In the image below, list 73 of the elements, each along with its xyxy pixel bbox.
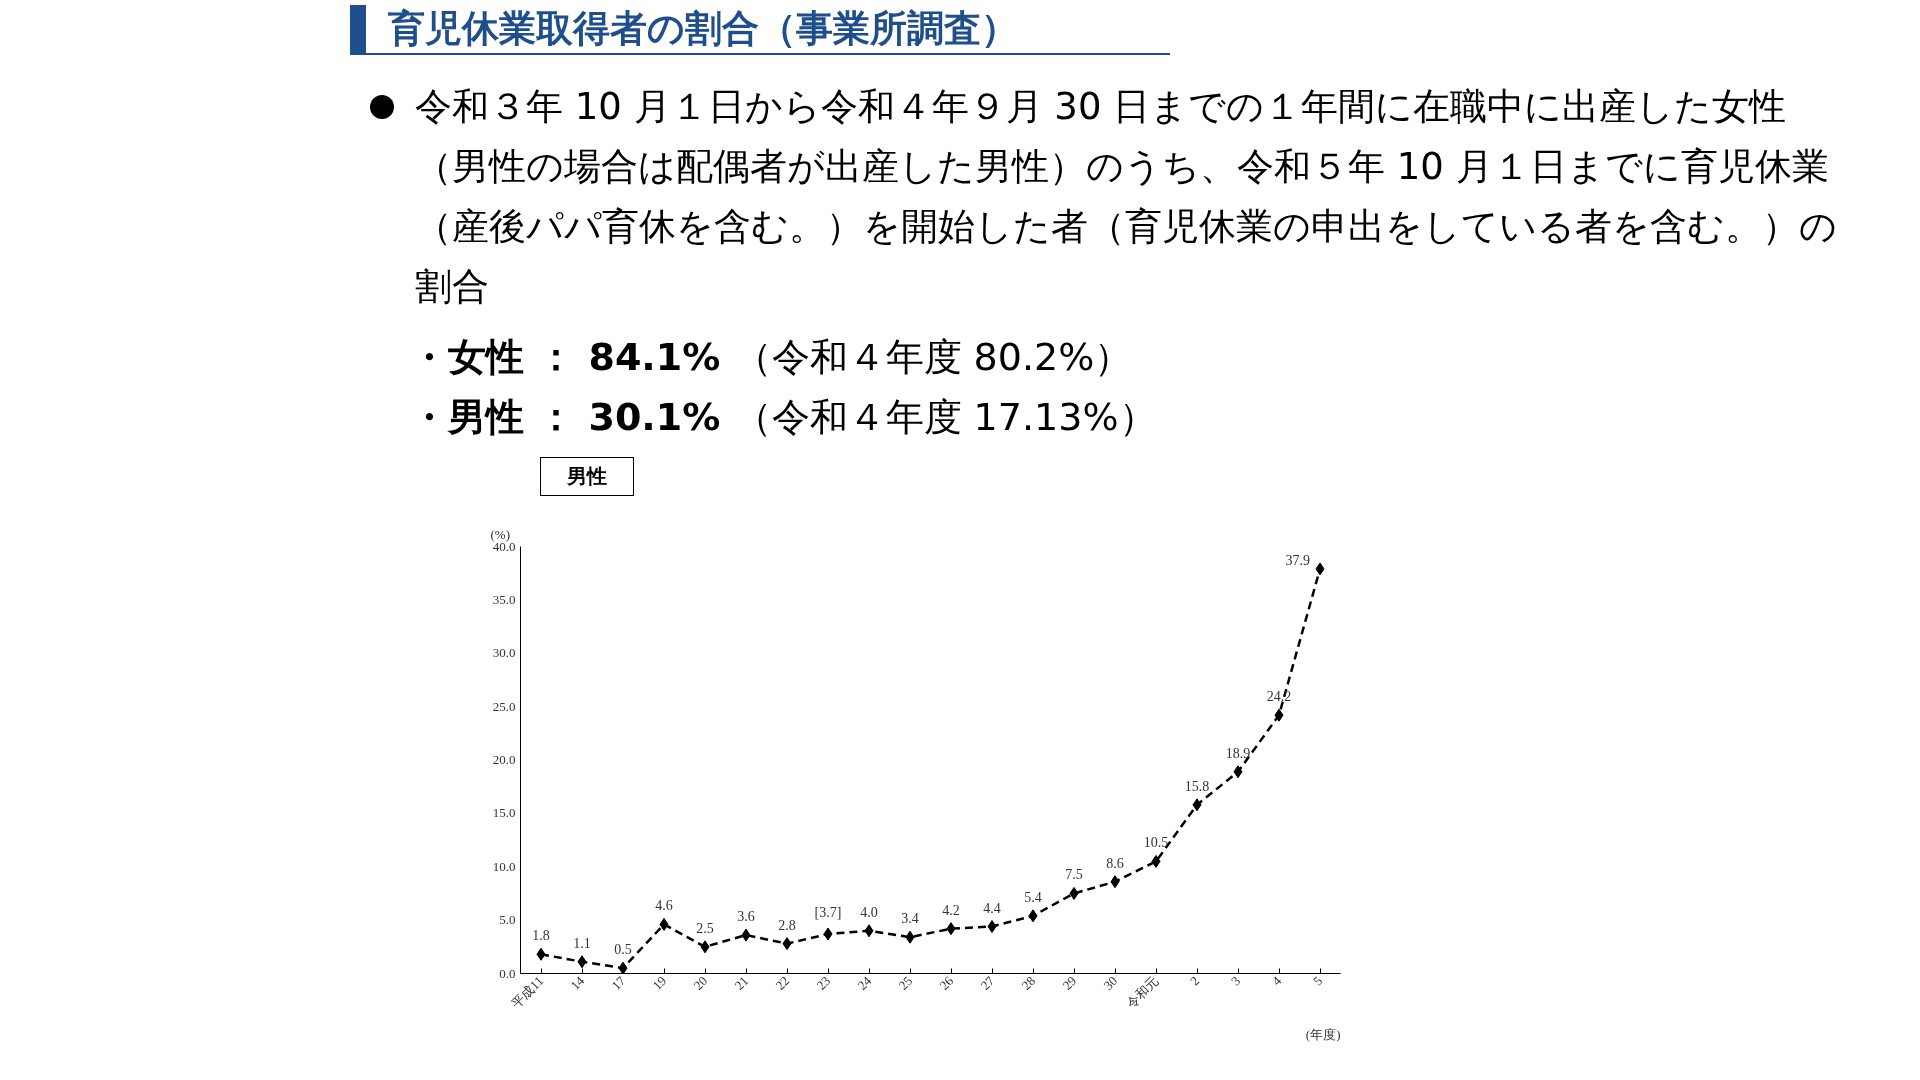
point [823,927,833,941]
point [1274,708,1284,722]
point [577,955,587,969]
x-tick-label: 29 [1059,973,1080,993]
point [659,917,669,931]
y-tick-label: 20.0 [492,752,516,767]
data-label: 4.2 [942,902,960,918]
data-label: 1.8 [532,928,550,944]
y-tick-label: 35.0 [492,591,516,607]
data-label: 4.0 [860,904,878,920]
data-label: 10.5 [1143,835,1169,851]
y-tick-label: 5.0 [499,912,516,928]
y-tick-label: 15.0 [492,805,516,821]
x-tick-label: 24 [854,972,875,993]
chart-subtitle: 令和３年 10 月１日から令和４年９月 30 日までの１年間に在職中に出産した女性（男性の場合は配偶者が出産した男性）のうち、令和５年 10 月１日までに育児休業（産後パパ育休を含む。）を開始した者（育児休業の申出をしている者を含む。）の割合 [414,84,1838,310]
data-label: 3.4 [901,911,919,927]
point [1233,765,1243,779]
data-label: 5.4 [1024,889,1042,905]
x-tick-label: 17 [608,972,629,993]
y-tick-label: 30.0 [492,645,516,661]
chart-title: 育児休業取得者の割合（事業所調査） [350,5,1170,55]
x-tick-label: 26 [936,972,957,993]
data-label: 24.2 [1266,689,1292,705]
data-label: 0.5 [614,942,632,958]
x-tick-label: 23 [813,973,834,993]
x-tick-label: 27 [977,972,998,993]
data-label: 1.1 [573,935,591,951]
data-label: 7.5 [1065,867,1083,883]
data-label: 4.6 [655,898,673,914]
point [618,961,628,974]
data-label: 2.5 [696,920,714,936]
point [1069,886,1079,900]
y-tick-label: 0.0 [499,965,516,981]
point [536,947,546,961]
x-axis-title: (年度) [1305,1026,1341,1042]
x-tick-label: 2 [1187,973,1203,989]
data-label: 2.8 [778,917,796,933]
data-label: 3.6 [737,909,755,925]
point [700,940,710,954]
data-label: 4.4 [983,900,1001,916]
data-label: 15.8 [1184,778,1210,794]
data-label: 8.6 [1106,855,1124,871]
point [741,928,751,942]
x-tick-label: 21 [731,973,752,993]
y-tick-label: 25.0 [492,698,516,714]
text: 男性 [540,457,634,496]
x-tick-label: 28 [1018,973,1039,993]
x-tick-label: 20 [690,973,711,993]
point [782,937,792,951]
x-tick-label: 25 [895,973,916,993]
data-label: 18.9 [1225,745,1251,761]
x-tick-label: 19 [649,973,670,993]
data-label: [3.7] [814,905,842,920]
point [864,924,874,938]
x-tick-label: 14 [567,972,588,993]
x-tick-label: 5 [1310,973,1326,989]
text: ・男性 ： 30.1% （令和４年度 17.13%） [410,394,1157,441]
point [905,930,915,944]
x-tick-label: 4 [1269,972,1285,989]
data-label: 37.9 [1285,552,1310,568]
x-tick-label: 3 [1228,973,1244,989]
point [1192,798,1202,812]
point [1151,854,1161,868]
point [1315,562,1325,576]
x-tick-label: 30 [1100,973,1121,993]
y-tick-label: 10.0 [492,858,516,874]
x-tick-label: 22 [772,973,793,993]
point [1110,875,1120,889]
point [1028,909,1038,923]
text: ・女性 ： 84.1% （令和４年度 80.2%） [410,334,1134,381]
x-tick-label: 令和元 [1123,973,1162,1012]
point [946,922,956,936]
point [987,920,997,934]
